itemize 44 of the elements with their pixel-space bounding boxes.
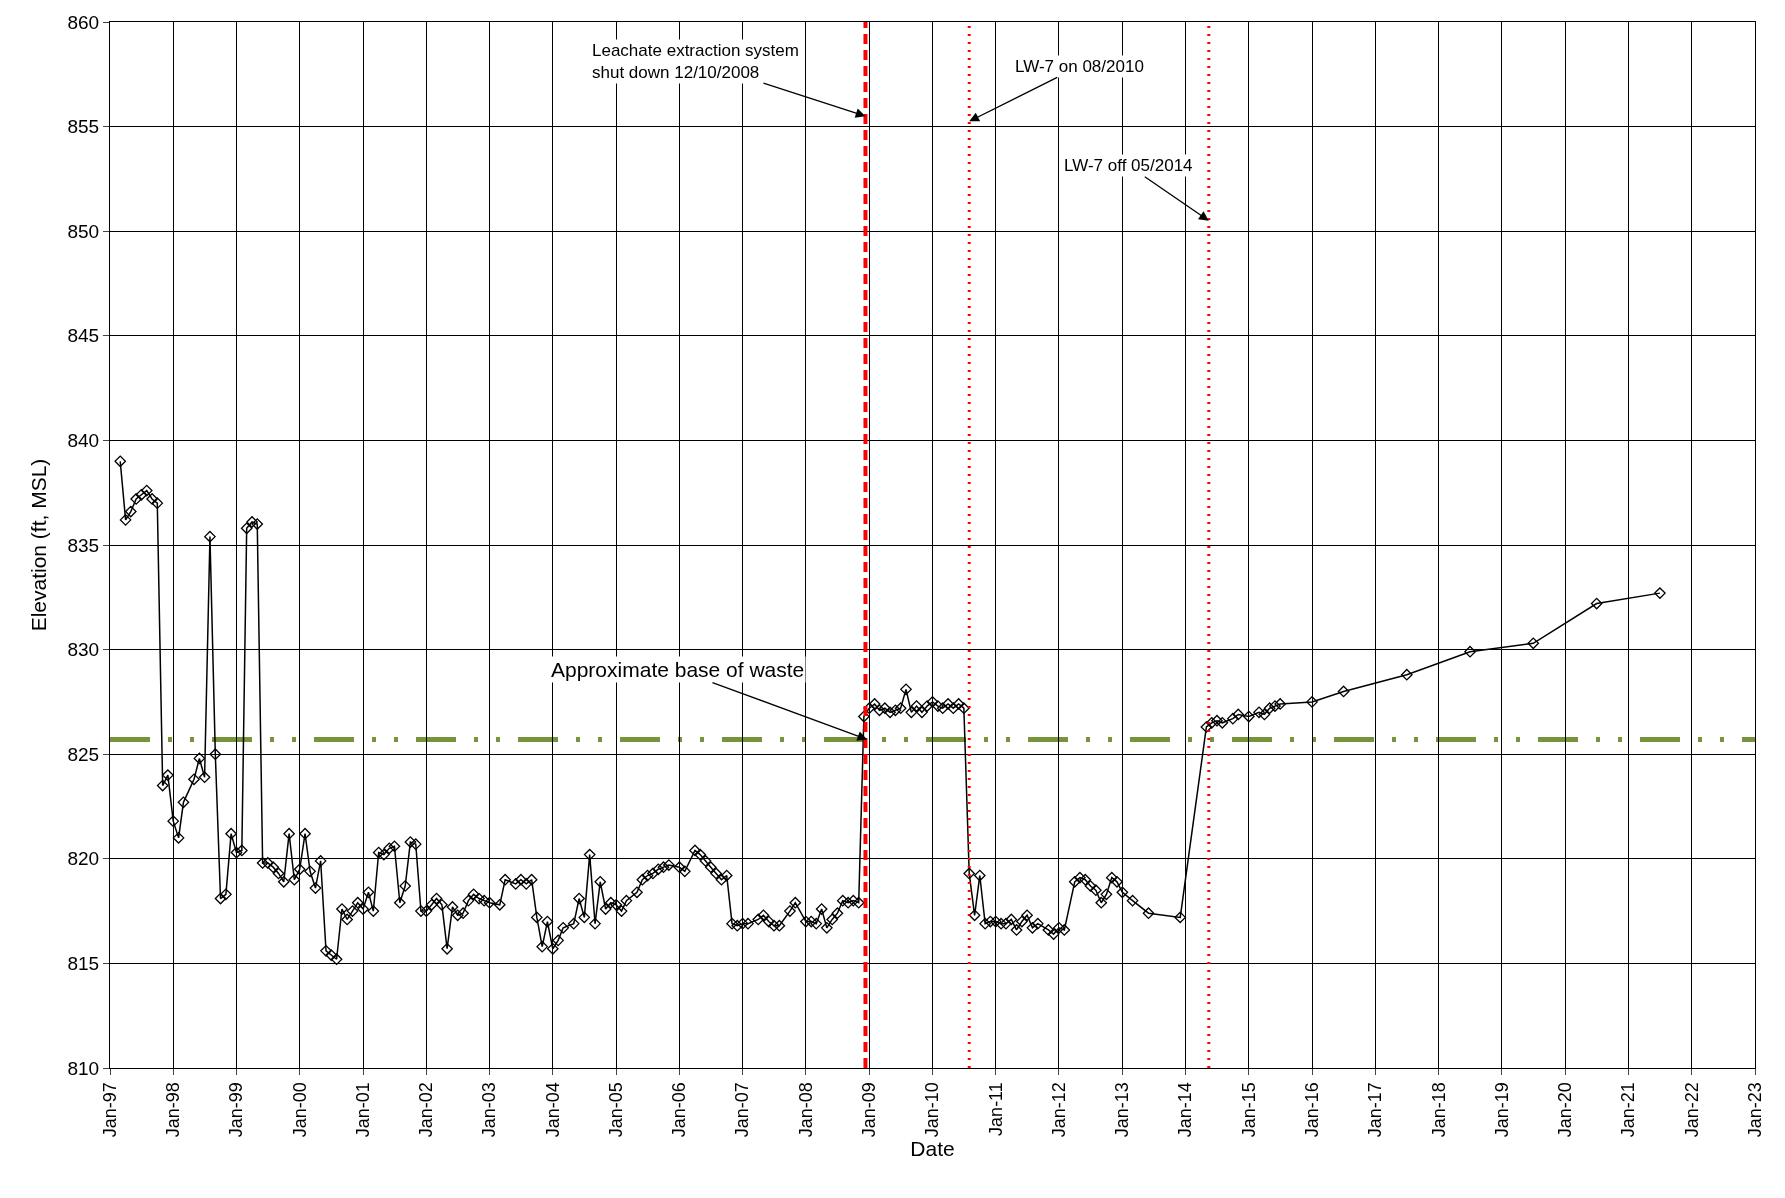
x-tick-label: Jan-99: [226, 1082, 247, 1138]
x-tick-label: Jan-03: [479, 1082, 500, 1138]
x-tick-label: Jan-98: [163, 1082, 184, 1138]
y-tick-label: 830: [67, 639, 100, 661]
y-tick-label: 860: [67, 11, 100, 33]
x-tick-label: Jan-12: [1048, 1082, 1069, 1138]
x-tick-label: Jan-04: [542, 1082, 563, 1138]
x-axis-title: Date: [910, 1137, 955, 1161]
y-tick-label: 855: [67, 116, 100, 138]
ref-line-label: Leachate extraction system shut down 12/10/2008: [592, 41, 799, 83]
x-tick-label: Jan-18: [1428, 1082, 1449, 1138]
x-tick-label: Jan-14: [1175, 1082, 1196, 1138]
x-tick-label: Jan-06: [669, 1082, 690, 1138]
x-tick-label: Jan-22: [1681, 1082, 1702, 1138]
ref-line-label: LW-7 off 05/2014: [1064, 156, 1193, 175]
x-tick-label: Jan-07: [732, 1082, 753, 1138]
x-tick-label: Jan-15: [1238, 1082, 1259, 1138]
x-tick-label: Jan-16: [1301, 1082, 1322, 1138]
x-tick-label: Jan-08: [795, 1082, 816, 1138]
y-tick-label: 835: [67, 534, 100, 556]
y-tick-label: 820: [67, 848, 100, 870]
x-tick-label: Jan-09: [859, 1082, 880, 1138]
x-tick-label: Jan-97: [99, 1082, 120, 1138]
x-tick-label: Jan-13: [1112, 1082, 1133, 1138]
y-axis-title: Elevation (ft, MSL): [26, 458, 50, 632]
x-tick-label: Jan-17: [1365, 1082, 1386, 1138]
x-tick-label: Jan-21: [1618, 1082, 1639, 1138]
x-tick-label: Jan-11: [985, 1082, 1006, 1136]
y-tick-label: 810: [67, 1057, 100, 1079]
x-tick-label: Jan-01: [352, 1082, 373, 1138]
y-tick-label: 850: [67, 220, 100, 242]
x-tick-label: Jan-19: [1491, 1082, 1512, 1138]
y-tick-label: 845: [67, 325, 100, 347]
x-tick-label: Jan-10: [922, 1082, 943, 1138]
ref-line-label: Approximate base of waste: [551, 658, 805, 681]
y-tick-label: 840: [67, 430, 100, 452]
x-tick-label: Jan-05: [606, 1082, 627, 1138]
ref-line-label: LW-7 on 08/2010: [1015, 57, 1144, 76]
x-tick-label: Jan-00: [289, 1082, 310, 1138]
y-tick-label: 825: [67, 743, 100, 765]
x-tick-label: Jan-20: [1554, 1082, 1575, 1138]
y-tick-label: 815: [67, 953, 100, 975]
x-tick-label: Jan-02: [416, 1082, 437, 1138]
x-tick-label: Jan-23: [1744, 1082, 1765, 1138]
